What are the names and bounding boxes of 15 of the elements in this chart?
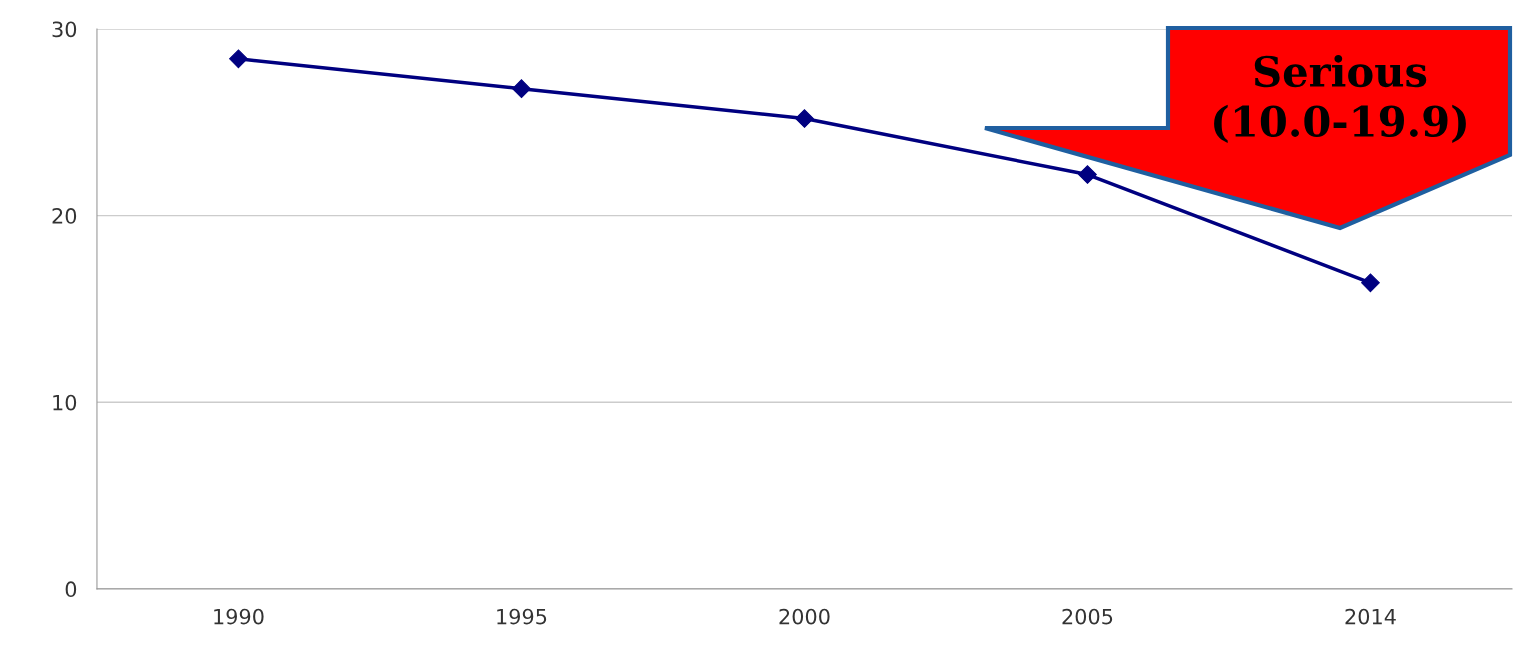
point — [512, 79, 531, 99]
x-tick-label: 2014 — [1345, 608, 1396, 625]
annotation: Serious (10.0-19.9) — [1214, 54, 1466, 143]
point — [1361, 273, 1380, 293]
y-tick-label: 10 — [53, 394, 77, 411]
x-tick-label: 2005 — [1062, 608, 1113, 625]
x-tick-label: 1995 — [497, 608, 547, 625]
y-tick-label: 0 — [65, 581, 77, 598]
point — [1078, 165, 1097, 184]
y-tick-label: 30 — [52, 21, 77, 38]
x-tick-label: 1990 — [214, 608, 264, 625]
x-tick-label: 2000 — [779, 608, 830, 625]
point — [795, 109, 814, 128]
y-tick-label: 20 — [52, 208, 77, 224]
point — [229, 49, 248, 69]
